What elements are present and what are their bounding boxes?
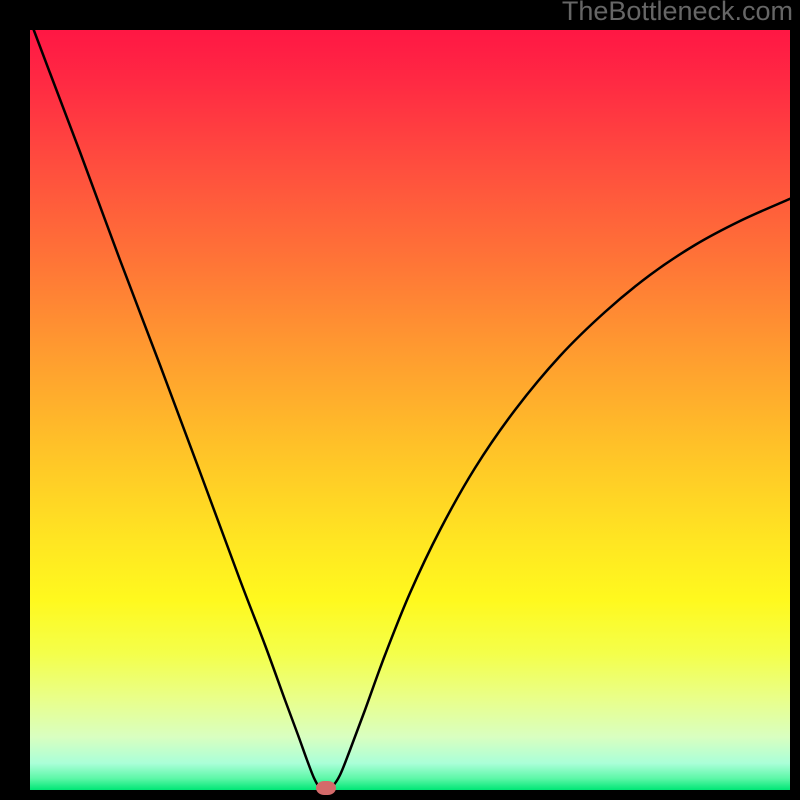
plot-border-bottom	[0, 790, 800, 800]
plot-border-left	[0, 0, 30, 800]
plot-border-right	[790, 0, 800, 800]
watermark-text: TheBottleneck.com	[562, 0, 793, 27]
chart-stage: TheBottleneck.com	[0, 0, 800, 800]
gradient-background	[30, 30, 790, 790]
optimum-marker	[316, 781, 336, 795]
